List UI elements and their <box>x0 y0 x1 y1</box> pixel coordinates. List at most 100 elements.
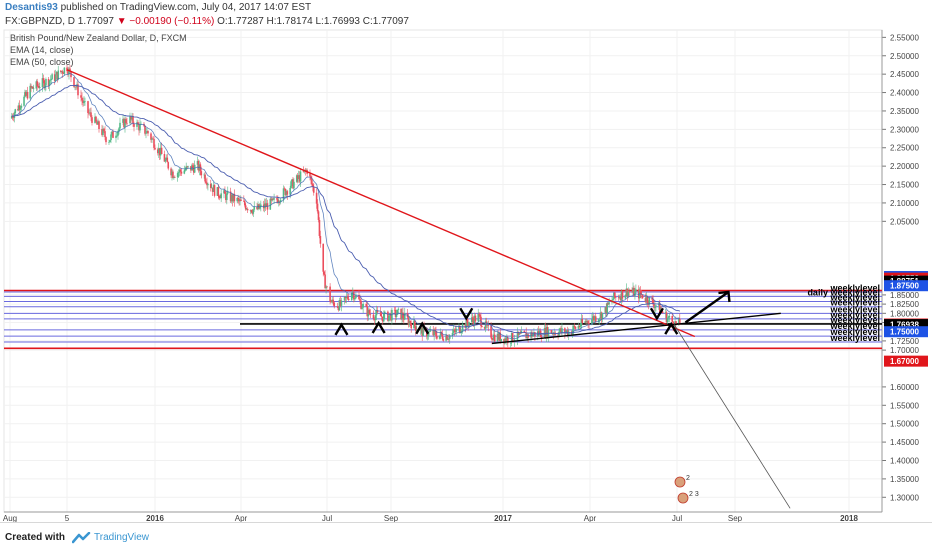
candle-body <box>170 168 172 176</box>
candle-body <box>608 302 610 305</box>
candle-body <box>289 187 291 195</box>
candle-body <box>640 294 643 295</box>
candle-body <box>154 147 156 150</box>
candle-body <box>160 147 163 155</box>
candle-body <box>74 86 76 88</box>
candle-body <box>253 206 256 210</box>
x-tick-label: 5 <box>65 514 70 523</box>
candle-body <box>265 203 268 208</box>
candle-body <box>296 175 299 179</box>
projection-arrow-shaft <box>684 290 730 324</box>
candle-body <box>446 335 448 340</box>
price-badge <box>884 355 928 367</box>
candle-body <box>233 193 236 202</box>
candle-body <box>343 296 346 301</box>
candle-body <box>664 312 667 314</box>
candle-body <box>540 337 543 338</box>
candle-body <box>236 197 239 202</box>
candle-body <box>376 310 379 313</box>
candle-body <box>83 101 85 104</box>
candle-body <box>299 171 302 182</box>
candle-body <box>36 81 38 86</box>
candle-body <box>408 320 411 325</box>
candle-body <box>452 329 455 333</box>
candle-body <box>379 312 382 317</box>
candle-body <box>454 330 457 333</box>
candle-body <box>244 205 247 210</box>
candle-body <box>584 321 586 324</box>
candle-body <box>273 198 275 200</box>
candle-body <box>470 317 473 323</box>
candle-body <box>66 67 68 72</box>
candle-body <box>493 334 495 340</box>
level-label: weeklylevel <box>829 333 880 343</box>
x-tick-label: Jul <box>322 514 332 523</box>
candle-body <box>467 323 469 326</box>
candle-body <box>77 84 79 96</box>
candle-body <box>567 331 570 336</box>
candle-body <box>372 314 375 319</box>
candle-body <box>246 208 249 211</box>
candle-body <box>165 157 168 160</box>
y-tick-label: 2.20000 <box>890 162 919 171</box>
candle-body <box>177 172 180 174</box>
candle-body <box>171 171 173 176</box>
candle-body <box>32 86 34 89</box>
candle-body <box>517 331 520 335</box>
candle-body <box>414 320 416 327</box>
candle-body <box>319 235 322 244</box>
candle-body <box>426 335 429 337</box>
candle-body <box>98 121 100 129</box>
candle-body <box>259 206 261 209</box>
candle-body <box>361 307 363 309</box>
candle-body <box>238 199 240 202</box>
candle-body <box>150 133 152 140</box>
candle-body <box>166 157 169 163</box>
candle-body <box>271 198 273 201</box>
y-tick-label: 1.80000 <box>890 309 919 318</box>
candle-body <box>224 190 226 194</box>
candle-body <box>229 191 232 202</box>
candle-body <box>38 86 40 88</box>
candle-body <box>581 319 584 324</box>
candle-body <box>464 324 467 328</box>
candle-body <box>367 309 370 317</box>
event-label: 2 <box>686 475 690 482</box>
candle-body <box>87 101 89 114</box>
candle-body <box>290 181 292 188</box>
candle-body <box>639 290 642 295</box>
candle-body <box>403 317 405 320</box>
candle-body <box>145 133 147 134</box>
candle-body <box>550 329 553 334</box>
candle-body <box>605 306 608 314</box>
candle-body <box>432 330 435 336</box>
candle-body <box>479 314 481 317</box>
tradingview-brand-link[interactable]: TradingView <box>94 532 150 543</box>
up-chevron-marker <box>415 321 430 335</box>
candle-body <box>12 117 15 119</box>
candle-body <box>153 139 155 148</box>
candle-body <box>302 171 305 173</box>
candle-body <box>646 296 649 303</box>
candle-body <box>50 79 53 81</box>
candle-body <box>129 116 131 124</box>
price-badge <box>884 319 928 331</box>
candle-body <box>297 175 300 179</box>
candle-body <box>226 193 228 201</box>
y-tick-label: 1.30000 <box>890 493 919 502</box>
author-link[interactable]: Desantis93 <box>5 2 58 13</box>
candle-body <box>607 302 609 305</box>
candle-body <box>380 316 383 317</box>
candle-body <box>117 131 119 136</box>
candle-body <box>192 165 194 168</box>
candle-body <box>226 191 229 194</box>
candle-body <box>600 312 603 320</box>
candle-body <box>564 328 566 334</box>
candle-body <box>174 177 176 178</box>
candle-body <box>298 175 301 182</box>
candle-body <box>598 318 601 320</box>
candle-body <box>41 78 44 88</box>
candle-body <box>353 292 355 300</box>
trendline-rising <box>491 312 781 345</box>
